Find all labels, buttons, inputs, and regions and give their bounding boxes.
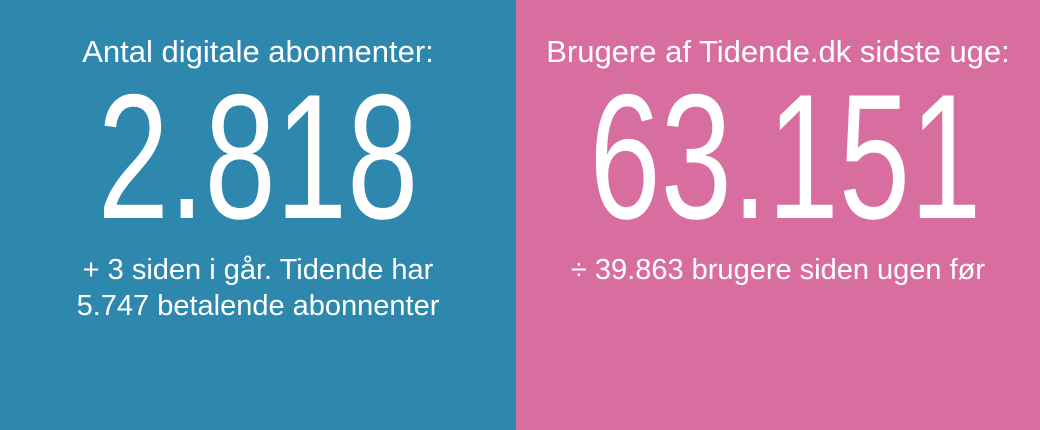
weekly-users-change: ÷ 39.863 brugere siden ugen før xyxy=(570,254,986,286)
subscribers-label: Antal digitale abonnenter: xyxy=(82,34,434,69)
weekly-users-panel: Brugere af Tidende.dk sidste uge: 63.151… xyxy=(516,0,1040,430)
paying-subscribers: 5.747 betalende abonnenter xyxy=(76,290,440,322)
subscribers-count: 2.818 xyxy=(97,57,419,256)
weekly-users-count: 63.151 xyxy=(589,57,982,256)
subscribers-panel: Antal digitale abonnenter: 2.818 + 3 sid… xyxy=(0,0,516,430)
weekly-users-label: Brugere af Tidende.dk sidste uge: xyxy=(546,34,1010,69)
subscribers-change: + 3 siden i går. Tidende har xyxy=(82,254,434,286)
